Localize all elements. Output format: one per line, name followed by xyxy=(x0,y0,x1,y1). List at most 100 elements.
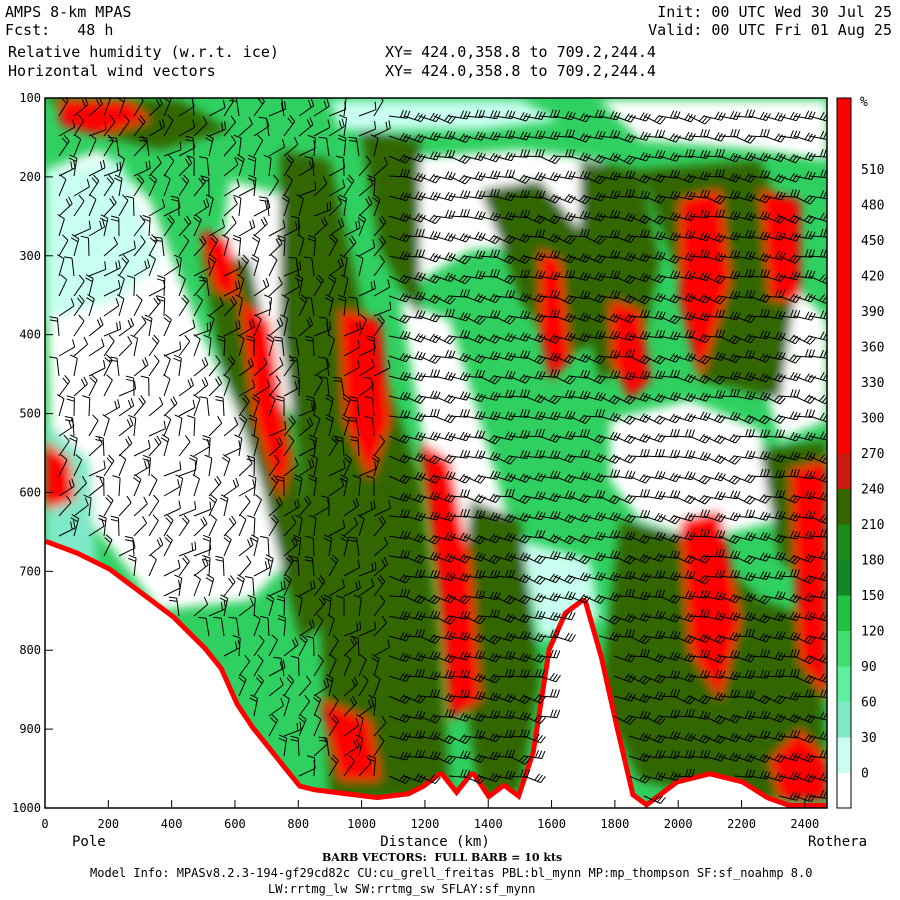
wind-barb xyxy=(523,229,546,238)
wind-barb xyxy=(658,771,681,781)
wind-barb xyxy=(140,375,150,397)
wind-barb xyxy=(216,335,226,357)
wind-barb xyxy=(613,652,636,663)
wind-barb xyxy=(718,593,741,604)
wind-barb xyxy=(133,439,151,457)
wind-barb xyxy=(403,668,425,678)
wind-barb xyxy=(688,733,711,744)
wind-barb xyxy=(508,512,531,522)
colorbar-label: 60 xyxy=(861,696,877,711)
wind-barb xyxy=(388,409,411,419)
wind-barb xyxy=(305,395,315,417)
wind-barb xyxy=(718,569,741,579)
wind-barb xyxy=(58,478,75,497)
wind-barb xyxy=(748,211,771,221)
wind-barb xyxy=(463,493,486,504)
wind-barb xyxy=(778,512,801,522)
wind-barb xyxy=(748,594,771,605)
wind-barb xyxy=(463,353,486,364)
wind-barb xyxy=(348,536,360,557)
wind-barb xyxy=(170,195,180,217)
wind-barb xyxy=(628,534,651,544)
wind-barb xyxy=(598,330,621,340)
wind-barb xyxy=(163,114,174,137)
wind-barb xyxy=(493,314,516,325)
wind-barb xyxy=(568,513,591,523)
wind-barb xyxy=(583,453,606,463)
wind-barb xyxy=(403,371,426,382)
wind-barb xyxy=(163,258,180,277)
wind-barb xyxy=(808,212,827,222)
wind-barb xyxy=(688,633,711,643)
wind-barb xyxy=(763,489,786,499)
wind-barb xyxy=(613,370,636,381)
wind-barb xyxy=(433,493,456,503)
y-tick-label: 400 xyxy=(19,328,41,342)
wind-barb xyxy=(403,333,426,343)
colorbar-label: 390 xyxy=(861,305,884,320)
wind-barb xyxy=(733,769,756,778)
wind-barb xyxy=(643,653,666,663)
x-start-label: Pole xyxy=(72,834,106,850)
wind-barb xyxy=(283,434,295,457)
wind-barb xyxy=(448,254,471,265)
wind-barb xyxy=(538,233,561,243)
wind-barb xyxy=(718,210,741,221)
wind-barb xyxy=(553,453,576,463)
wind-barb xyxy=(208,416,223,437)
wind-barb xyxy=(148,420,166,437)
wind-barb xyxy=(748,252,771,262)
wind-barb xyxy=(523,270,546,280)
wind-barb xyxy=(418,551,441,561)
wind-barb xyxy=(808,491,827,501)
wind-barb xyxy=(148,514,159,537)
wind-barb xyxy=(673,392,696,402)
wind-barb xyxy=(553,574,576,584)
wind-barb xyxy=(298,458,315,477)
wind-barb xyxy=(163,174,171,197)
wind-barb xyxy=(343,621,362,637)
wind-barb xyxy=(238,116,253,137)
wind-barb xyxy=(178,334,191,357)
wind-barb xyxy=(778,293,801,304)
wind-barb xyxy=(418,713,441,724)
wind-barb xyxy=(320,495,330,517)
wind-barb xyxy=(265,554,274,577)
wind-barb xyxy=(493,191,516,202)
wind-barb xyxy=(223,477,240,497)
x-tick-label: 400 xyxy=(161,817,183,831)
colorbar-label: 330 xyxy=(861,376,884,391)
wind-barb xyxy=(628,152,651,162)
wind-barb xyxy=(343,580,361,597)
wind-barb xyxy=(538,369,561,378)
wind-barb xyxy=(763,133,786,143)
wind-barb xyxy=(298,634,308,657)
wind-barb xyxy=(778,130,801,139)
wind-barb xyxy=(73,134,82,157)
wind-barb xyxy=(251,394,261,417)
wind-barb xyxy=(718,689,741,699)
wind-barb xyxy=(478,374,501,385)
wind-barb xyxy=(305,535,315,557)
wind-barb xyxy=(538,573,561,584)
wind-barb xyxy=(583,154,606,164)
wind-barb xyxy=(325,414,334,437)
wind-barb xyxy=(118,254,130,277)
wind-barb xyxy=(493,693,516,703)
wind-barb xyxy=(658,293,681,304)
wind-barb xyxy=(448,769,471,778)
wind-barb xyxy=(336,595,345,617)
wind-barb xyxy=(133,496,148,517)
wind-barb xyxy=(613,113,636,123)
wind-barb xyxy=(808,372,827,382)
wind-barb xyxy=(388,168,410,178)
model-title: AMPS 8-km MPAS xyxy=(5,3,132,21)
wind-barb xyxy=(313,678,330,697)
wind-barb xyxy=(808,294,827,304)
wind-barb xyxy=(478,732,501,743)
wind-barb xyxy=(688,311,711,322)
wind-barb xyxy=(553,129,576,138)
wind-barb xyxy=(88,460,106,477)
wind-barb xyxy=(117,154,125,177)
